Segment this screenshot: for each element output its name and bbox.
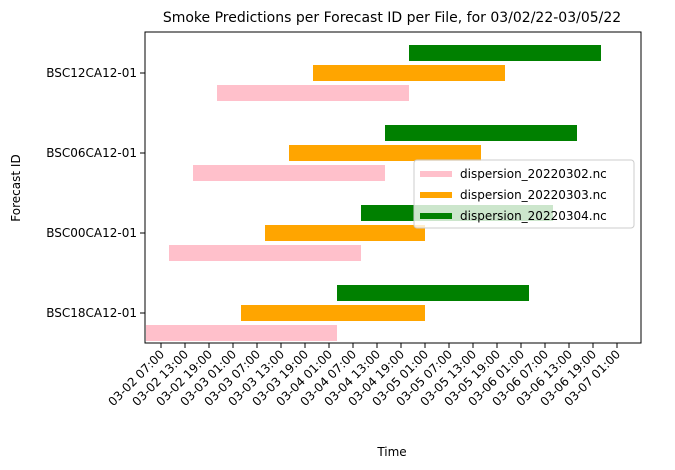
bar-dispersion-20220303-nc-bsc18ca12-01 [241,305,425,321]
bar-dispersion-20220304-nc-bsc12ca12-01 [409,45,601,61]
bar-dispersion-20220304-nc-bsc06ca12-01 [385,125,577,141]
y-tick-label: BSC12CA12-01 [46,66,137,80]
legend-label: dispersion_20220303.nc [460,188,607,202]
bar-dispersion-20220303-nc-bsc06ca12-01 [289,145,481,161]
y-axis: BSC18CA12-01 BSC00CA12-01 BSC06CA12-01 BSC1… [46,66,145,320]
y-tick-label: BSC00CA12-01 [46,226,137,240]
bar-dispersion-20220302-nc-bsc18ca12-01 [146,325,337,341]
y-tick-label: BSC18CA12-01 [46,306,137,320]
y-axis-label: Forecast ID [9,154,23,221]
plot-frame [144,31,642,344]
bar-dispersion-20220303-nc-bsc00ca12-01 [265,225,425,241]
x-axis-label: Time [376,445,406,459]
legend-box [413,159,635,229]
bar-dispersion-20220303-nc-bsc12ca12-01 [313,65,505,81]
bar-dispersion-20220302-nc-bsc12ca12-01 [217,85,409,101]
legend-label: dispersion_20220304.nc [460,209,607,223]
legend-label: dispersion_20220302.nc [460,167,607,181]
legend: dispersion_20220302.nc dispersion_2022030… [413,159,635,229]
chart-title: Smoke Predictions per Forecast ID per Fi… [163,10,621,26]
bar-dispersion-20220302-nc-bsc00ca12-01 [169,245,361,261]
bar-dispersion-20220302-nc-bsc06ca12-01 [193,165,385,181]
bar-dispersion-20220304-nc-bsc18ca12-01 [337,285,529,301]
y-tick-label: BSC06CA12-01 [46,146,137,160]
